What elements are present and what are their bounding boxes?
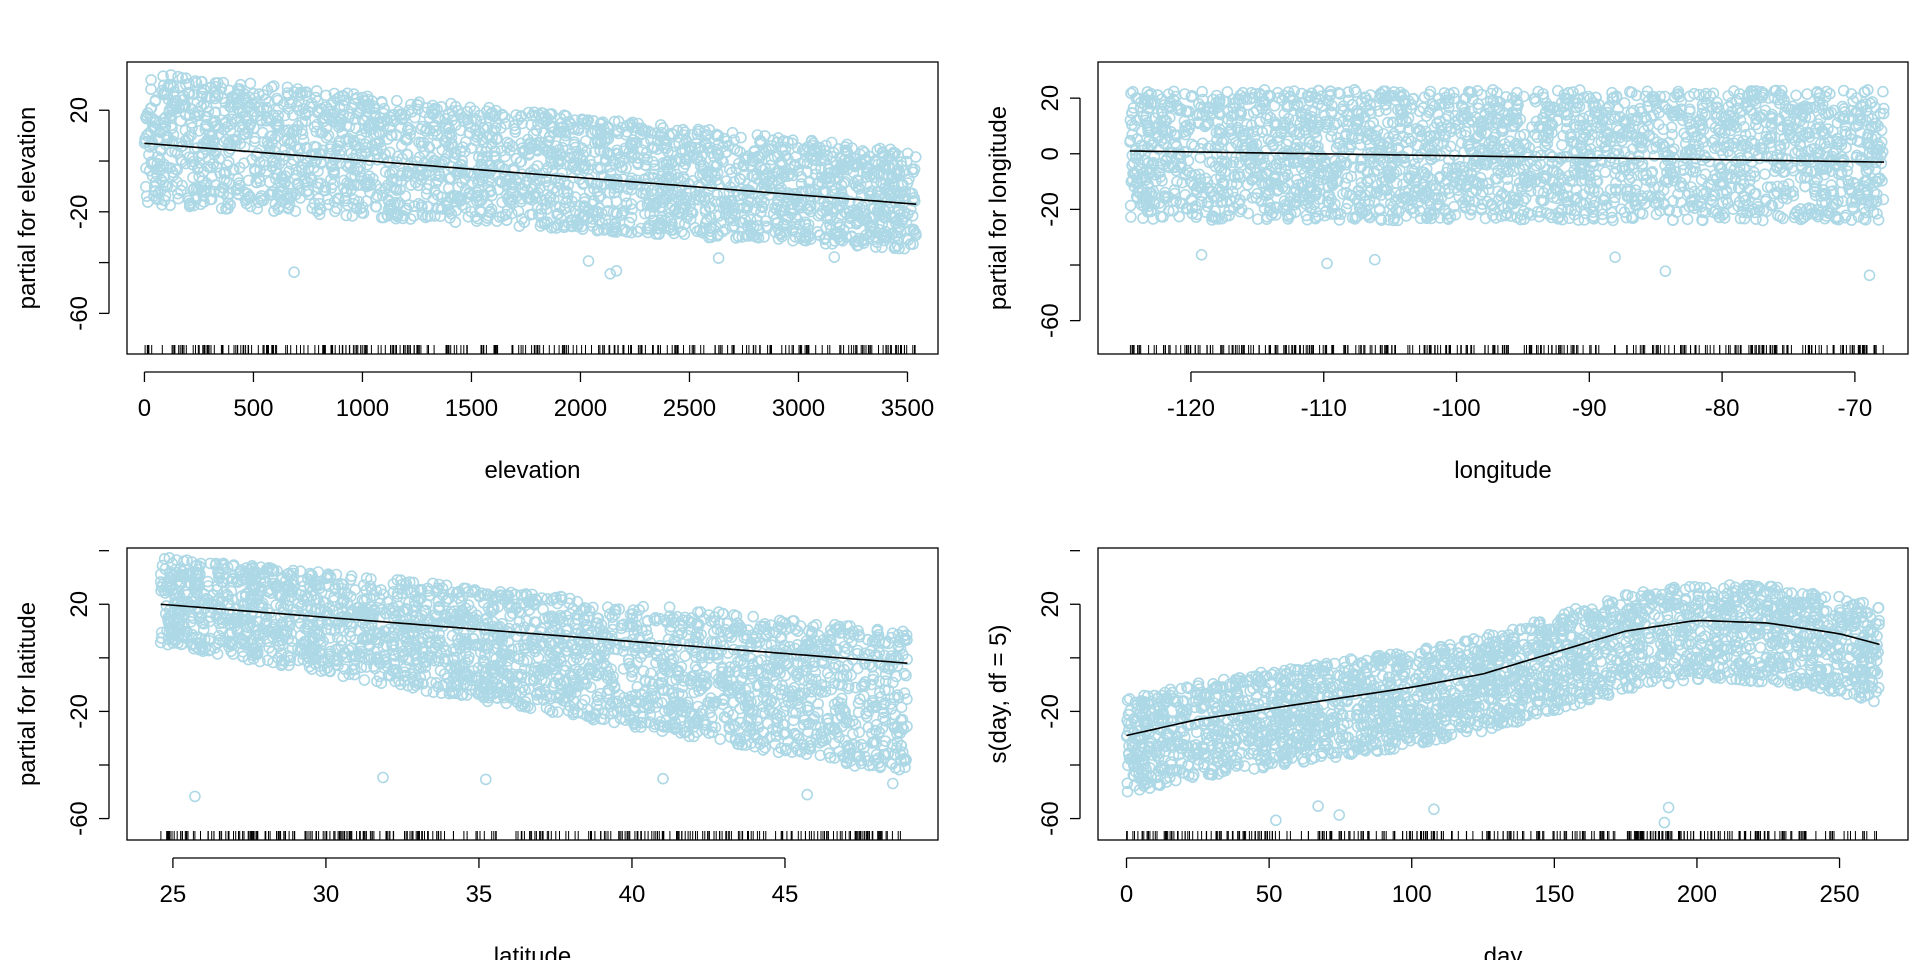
x-tick-label: 2000 xyxy=(554,395,607,422)
point-cloud xyxy=(138,69,922,280)
x-axis-title: elevation xyxy=(484,457,580,484)
data-point xyxy=(332,140,345,153)
data-point xyxy=(1556,139,1568,151)
y-axis-title: partial for elevation xyxy=(14,107,41,310)
data-point xyxy=(251,203,264,215)
panel-1: 0 500 1000 1500 2000 2500 3000 3500 elevation 20 -… xyxy=(14,61,939,484)
data-point xyxy=(679,126,691,138)
y-axis: 20 -20 -60 partial for elevation xyxy=(14,97,110,331)
rug xyxy=(144,345,916,354)
x-tick-label: 0 xyxy=(138,395,151,422)
data-point xyxy=(1618,97,1631,109)
data-point xyxy=(172,192,185,205)
y-tick-label: -60 xyxy=(66,296,93,331)
x-tick-label: 1500 xyxy=(445,395,498,422)
data-point xyxy=(390,94,403,107)
data-point xyxy=(678,228,691,241)
data-point xyxy=(493,211,506,223)
data-point xyxy=(835,179,848,192)
data-point xyxy=(198,83,210,96)
data-point xyxy=(142,196,154,208)
data-point xyxy=(145,74,157,86)
data-point xyxy=(404,213,417,225)
outlier-point xyxy=(582,255,595,267)
data-point xyxy=(513,220,526,232)
data-point xyxy=(145,83,157,95)
x-tick-label: 500 xyxy=(233,395,273,422)
x-axis: 0 500 1000 1500 2000 2500 3000 3500 elevation xyxy=(138,371,934,484)
data-point xyxy=(475,115,487,128)
x-tick-label: 3000 xyxy=(772,395,825,422)
data-point xyxy=(1681,213,1694,226)
data-point xyxy=(329,205,341,218)
x-tick-label: 1000 xyxy=(336,395,389,422)
data-point xyxy=(340,209,353,222)
x-tick-label: 2500 xyxy=(663,395,716,422)
y-tick-label: -20 xyxy=(66,194,93,229)
y-tick-label: 20 xyxy=(66,97,93,124)
x-tick-label: 3500 xyxy=(881,395,934,422)
data-point xyxy=(1599,166,1611,178)
outlier-point xyxy=(604,267,617,280)
data-point xyxy=(1173,210,1185,223)
data-point xyxy=(735,131,747,144)
outlier-point xyxy=(712,252,725,264)
data-point xyxy=(895,179,908,192)
data-point xyxy=(244,77,257,90)
data-point xyxy=(1125,211,1137,223)
point-cloud xyxy=(1124,84,1890,282)
outlier-point xyxy=(610,264,623,277)
data-point xyxy=(1790,89,1802,102)
data-point xyxy=(1877,85,1889,98)
outlier-point xyxy=(288,266,300,279)
panel-2: -120 -110 -100 -90 -80 -70longitude200-20-60p… xyxy=(985,61,1909,484)
data-point xyxy=(220,203,232,215)
outlier-point xyxy=(828,251,841,263)
data-point xyxy=(1757,214,1769,227)
data-point xyxy=(603,186,616,199)
data-point xyxy=(498,111,511,124)
data-point xyxy=(1397,178,1409,191)
